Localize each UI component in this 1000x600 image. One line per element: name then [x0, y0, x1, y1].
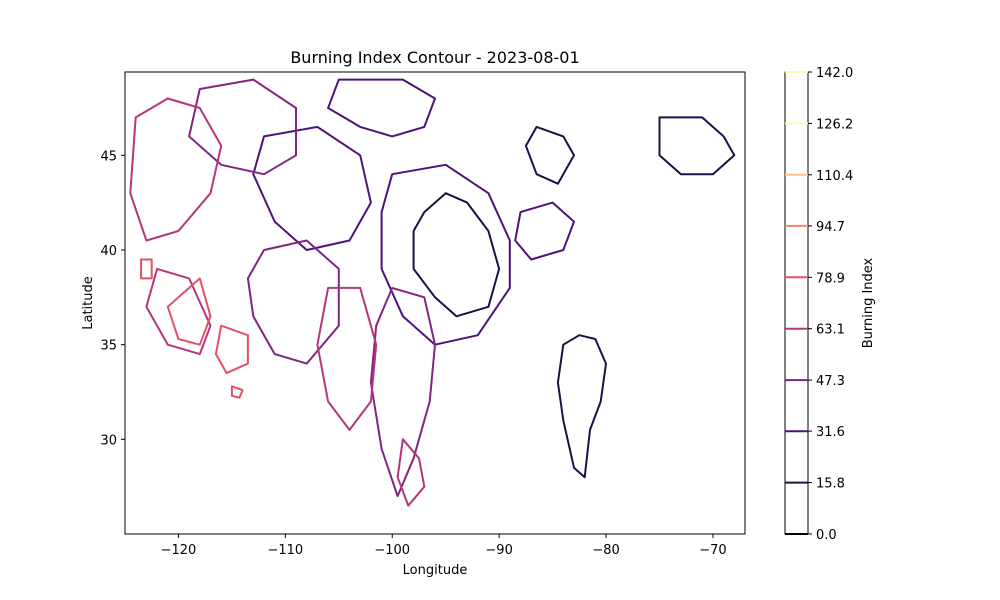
- contour-line: [396, 438, 426, 507]
- y-tick-label: 30: [100, 433, 117, 448]
- x-axis-ticks: −120 −110 −100 −90 −80 −70: [161, 534, 727, 558]
- contour-line: [514, 201, 575, 261]
- colorbar-tick-label: 63.1: [816, 323, 845, 338]
- x-axis-label: Longitude: [403, 563, 468, 578]
- colorbar-tick-label: 31.6: [816, 425, 845, 440]
- contour-line: [369, 286, 436, 498]
- y-tick-label: 40: [100, 244, 117, 259]
- colorbar-tick-label: 94.7: [816, 220, 845, 235]
- contour-line: [316, 286, 378, 431]
- contour-line: [252, 125, 372, 251]
- contour-line: [166, 277, 212, 346]
- contour-line: [129, 97, 223, 242]
- y-tick-label: 45: [100, 149, 117, 164]
- plot-area: −120 −110 −100 −90 −80 −70 30 35 40 45: [100, 71, 746, 558]
- contour-line: [246, 239, 340, 365]
- contour-line: [188, 78, 297, 176]
- contour-line: [658, 116, 736, 176]
- contour-line: [214, 324, 249, 375]
- contour-line: [140, 258, 153, 280]
- colorbar-tick-label: 0.0: [816, 528, 837, 543]
- y-axis-label: Latitude: [81, 276, 96, 330]
- y-axis-ticks: 30 35 40 45: [100, 149, 125, 448]
- chart-title: Burning Index Contour - 2023-08-01: [290, 48, 579, 67]
- colorbar-tick-label: 47.3: [816, 374, 845, 389]
- contour-line: [556, 334, 607, 479]
- y-tick-label: 35: [100, 339, 117, 354]
- colorbar-tick-label: 78.9: [816, 271, 845, 286]
- contour-line: [145, 267, 212, 356]
- colorbar-frame: [784, 71, 809, 535]
- x-tick-label: −110: [267, 543, 303, 558]
- contour-line: [524, 125, 575, 185]
- x-tick-label: −120: [161, 543, 197, 558]
- contour-line: [380, 163, 511, 346]
- x-tick-label: −80: [592, 543, 619, 558]
- colorbar-tick-label: 126.2: [816, 117, 853, 132]
- contour-line: [230, 385, 244, 399]
- x-tick-label: −70: [699, 543, 726, 558]
- colorbar-levels: 0.0 15.8 31.6 47.3 63.1 78.9 94.7 110.4 126.2 142…: [785, 66, 853, 543]
- contour-line: [412, 192, 501, 318]
- colorbar-label: Burning Index: [861, 257, 876, 348]
- plot-frame: [124, 71, 746, 535]
- colorbar-tick-label: 15.8: [816, 477, 845, 492]
- colorbar-tick-label: 110.4: [816, 169, 853, 184]
- contour-lines: [129, 78, 736, 507]
- x-tick-label: −100: [374, 543, 410, 558]
- x-tick-label: −90: [485, 543, 512, 558]
- colorbar: 0.0 15.8 31.6 47.3 63.1 78.9 94.7 110.4 126.2 142…: [784, 66, 876, 543]
- colorbar-tick-label: 142.0: [816, 66, 853, 81]
- contour-line: [327, 78, 436, 138]
